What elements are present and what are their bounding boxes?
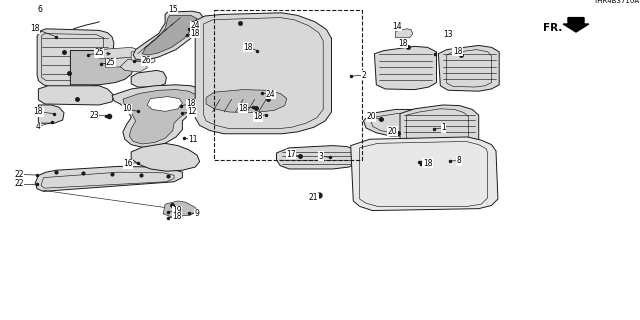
Text: 11: 11 [189, 135, 198, 144]
Text: 12: 12 [188, 108, 196, 116]
Text: 10: 10 [122, 104, 132, 113]
FancyArrow shape [563, 18, 589, 32]
Text: 16: 16 [123, 159, 133, 168]
Text: 8: 8 [456, 156, 461, 165]
Text: 2: 2 [361, 71, 366, 80]
Polygon shape [35, 166, 182, 191]
Text: 9: 9 [195, 209, 200, 218]
Polygon shape [206, 90, 287, 113]
Text: 18: 18 [186, 100, 195, 108]
Polygon shape [131, 143, 200, 171]
Polygon shape [106, 57, 144, 67]
Text: 26: 26 [141, 56, 151, 65]
Polygon shape [37, 29, 114, 87]
Text: 21: 21 [309, 193, 318, 202]
Polygon shape [123, 90, 198, 144]
Polygon shape [438, 45, 499, 91]
Polygon shape [38, 86, 114, 105]
Polygon shape [131, 52, 155, 63]
Text: 15: 15 [168, 5, 178, 14]
Text: 25: 25 [94, 48, 104, 57]
Text: THR4B3710A: THR4B3710A [593, 0, 639, 4]
Text: 20: 20 [366, 112, 376, 121]
Text: 3: 3 [319, 152, 324, 161]
Text: 14: 14 [392, 22, 402, 31]
Text: 20: 20 [387, 127, 397, 136]
Text: 18: 18 [34, 108, 43, 116]
Text: 18: 18 [399, 39, 408, 48]
Text: 4: 4 [36, 122, 41, 131]
Polygon shape [374, 46, 436, 90]
Text: 1: 1 [441, 124, 446, 132]
Polygon shape [400, 105, 479, 148]
Polygon shape [133, 11, 204, 60]
Polygon shape [163, 201, 197, 217]
Text: 19: 19 [172, 206, 182, 215]
Text: 13: 13 [443, 30, 453, 39]
Text: 18: 18 [423, 159, 432, 168]
Text: 17: 17 [286, 150, 296, 159]
Polygon shape [364, 109, 434, 136]
Text: 25: 25 [106, 58, 116, 67]
Text: 22: 22 [15, 180, 24, 188]
Polygon shape [147, 97, 182, 111]
Text: FR.: FR. [543, 23, 562, 33]
Text: 23: 23 [89, 111, 99, 120]
Text: 22: 22 [15, 170, 24, 179]
Polygon shape [120, 59, 147, 72]
Polygon shape [131, 70, 166, 87]
Text: 18: 18 [239, 104, 248, 113]
Polygon shape [70, 51, 134, 85]
Bar [214, 10, 362, 160]
Text: 18: 18 [253, 112, 262, 121]
Polygon shape [351, 137, 498, 211]
Text: 24: 24 [266, 90, 276, 99]
Polygon shape [38, 105, 64, 123]
Polygon shape [396, 29, 413, 38]
Polygon shape [195, 13, 332, 134]
Text: 18: 18 [31, 24, 40, 33]
Text: 24: 24 [190, 21, 200, 30]
Polygon shape [112, 85, 205, 147]
Polygon shape [99, 47, 138, 58]
Polygon shape [276, 146, 358, 169]
Text: 18: 18 [243, 43, 252, 52]
Text: 6: 6 [37, 5, 42, 14]
Text: 18: 18 [173, 212, 182, 221]
Text: 18: 18 [191, 29, 200, 38]
Text: 18: 18 [453, 47, 462, 56]
Polygon shape [142, 15, 197, 55]
